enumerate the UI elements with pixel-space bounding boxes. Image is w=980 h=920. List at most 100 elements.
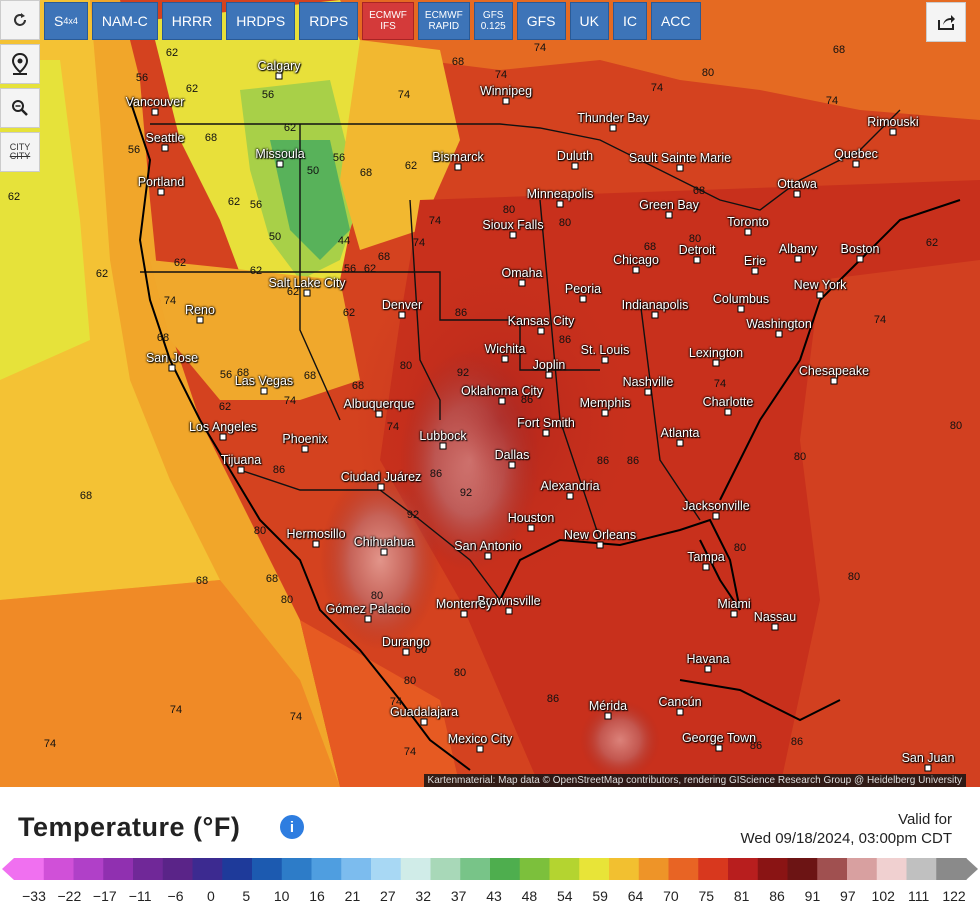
city-marker[interactable] (676, 439, 684, 447)
location-button[interactable] (0, 44, 40, 84)
city-marker[interactable] (527, 524, 535, 532)
city-marker[interactable] (579, 295, 587, 303)
isoline-label: 50 (306, 165, 320, 177)
city-marker[interactable] (196, 316, 204, 324)
model-label: HRRR (171, 13, 213, 29)
city-marker[interactable] (301, 445, 309, 453)
city-marker[interactable] (771, 623, 779, 631)
model-button-9[interactable]: UK (569, 2, 609, 40)
model-button-1[interactable]: NAM-C (91, 2, 158, 40)
city-marker[interactable] (856, 255, 864, 263)
city-marker[interactable] (794, 255, 802, 263)
city-marker[interactable] (276, 160, 284, 168)
model-button-3[interactable]: HRDPS (226, 2, 296, 40)
city-marker[interactable] (852, 160, 860, 168)
city-marker[interactable] (303, 289, 311, 297)
city-marker[interactable] (676, 164, 684, 172)
city-marker[interactable] (509, 231, 517, 239)
isoline-label: 56 (219, 369, 233, 381)
city-marker[interactable] (601, 409, 609, 417)
city-marker[interactable] (566, 492, 574, 500)
temperature-map[interactable]: CITY CITY S 4x4 NAM-C HRRR HRDPS RDPS ECMWF IFS… (0, 0, 980, 787)
city-marker[interactable] (775, 330, 783, 338)
city-marker[interactable] (439, 442, 447, 450)
city-marker[interactable] (398, 311, 406, 319)
city-marker[interactable] (420, 718, 428, 726)
city-marker[interactable] (484, 552, 492, 560)
city-marker[interactable] (312, 540, 320, 548)
city-marker[interactable] (161, 144, 169, 152)
model-button-7[interactable]: GFS 0.125 (473, 2, 513, 40)
info-button[interactable]: i (280, 815, 304, 839)
model-button-0[interactable]: S 4x4 (44, 2, 88, 40)
city-marker[interactable] (693, 256, 701, 264)
city-marker[interactable] (712, 359, 720, 367)
city-marker[interactable] (889, 128, 897, 136)
model-button-5[interactable]: ECMWF IFS (362, 2, 414, 40)
city-marker[interactable] (924, 764, 932, 772)
city-marker[interactable] (157, 188, 165, 196)
model-button-2[interactable]: HRRR (161, 2, 223, 40)
city-marker[interactable] (744, 228, 752, 236)
city-marker[interactable] (665, 211, 673, 219)
city-marker[interactable] (518, 279, 526, 287)
city-marker[interactable] (498, 397, 506, 405)
city-marker[interactable] (737, 305, 745, 313)
model-button-11[interactable]: ACC (650, 2, 701, 40)
city-marker[interactable] (556, 200, 564, 208)
city-marker[interactable] (375, 410, 383, 418)
city-marker[interactable] (219, 433, 227, 441)
city-marker[interactable] (712, 512, 720, 520)
city-marker[interactable] (151, 108, 159, 116)
city-marker[interactable] (651, 311, 659, 319)
city-marker[interactable] (730, 610, 738, 618)
city-label: Brownsville (477, 594, 541, 608)
city-marker[interactable] (724, 408, 732, 416)
city-label: Quebec (834, 147, 878, 161)
city-marker[interactable] (715, 744, 723, 752)
city-marker[interactable] (676, 708, 684, 716)
city-marker[interactable] (460, 610, 468, 618)
city-marker[interactable] (260, 387, 268, 395)
city-marker[interactable] (644, 388, 652, 396)
model-button-6[interactable]: ECMWF RAPID (417, 2, 470, 40)
city-marker[interactable] (816, 291, 824, 299)
city-marker[interactable] (596, 541, 604, 549)
city-marker[interactable] (168, 364, 176, 372)
city-marker[interactable] (609, 124, 617, 132)
model-button-8[interactable]: GFS (516, 2, 566, 40)
city-marker[interactable] (704, 665, 712, 673)
model-button-10[interactable]: IC (612, 2, 647, 40)
city-marker[interactable] (275, 72, 283, 80)
city-marker[interactable] (632, 266, 640, 274)
city-marker[interactable] (545, 371, 553, 379)
city-marker[interactable] (237, 466, 245, 474)
city-marker[interactable] (377, 483, 385, 491)
city-marker[interactable] (702, 563, 710, 571)
city-marker[interactable] (505, 607, 513, 615)
city-toggle-button[interactable]: CITY CITY (0, 132, 40, 172)
city-marker[interactable] (571, 162, 579, 170)
city-marker[interactable] (830, 377, 838, 385)
share-button[interactable] (926, 2, 966, 42)
city-label: Boston (840, 242, 880, 256)
city-marker[interactable] (454, 163, 462, 171)
city-marker[interactable] (508, 461, 516, 469)
city-marker[interactable] (364, 615, 372, 623)
zoom-out-button[interactable] (0, 88, 40, 128)
model-button-4[interactable]: RDPS (299, 2, 359, 40)
city-marker[interactable] (502, 97, 510, 105)
city-marker[interactable] (380, 548, 388, 556)
city-marker[interactable] (751, 267, 759, 275)
city-marker[interactable] (601, 356, 609, 364)
refresh-icon (14, 13, 26, 26)
city-marker[interactable] (793, 190, 801, 198)
city-marker[interactable] (537, 327, 545, 335)
city-marker[interactable] (604, 712, 612, 720)
city-marker[interactable] (501, 355, 509, 363)
refresh-button[interactable] (0, 0, 40, 40)
city-marker[interactable] (402, 648, 410, 656)
model-label: GFS (526, 13, 556, 29)
city-marker[interactable] (542, 429, 550, 437)
city-marker[interactable] (476, 745, 484, 753)
